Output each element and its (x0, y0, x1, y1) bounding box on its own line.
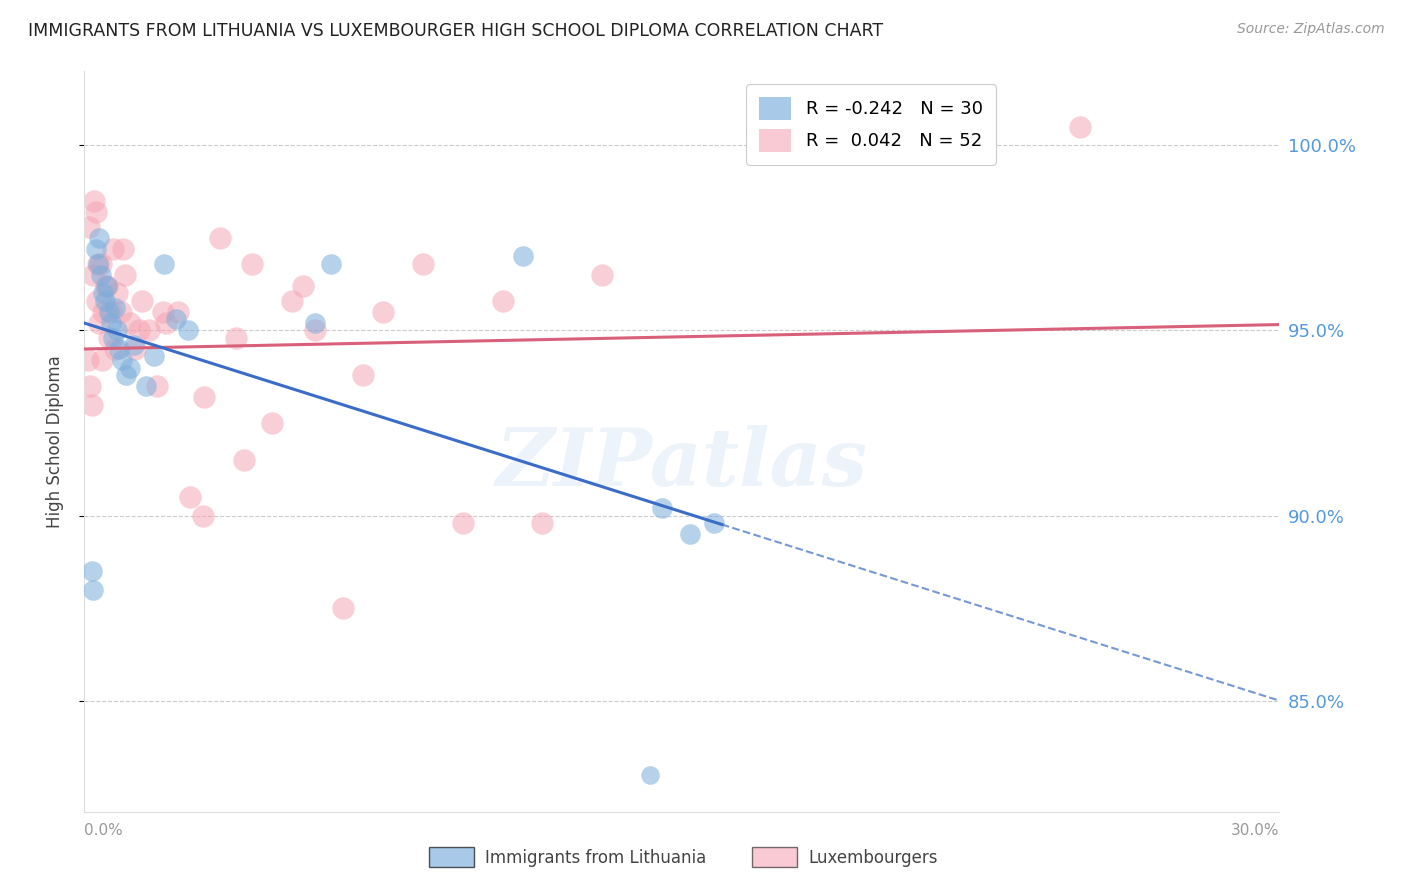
Point (1069, 120, 1091, 134)
Point (120, 316, 142, 330)
Point (105, 286, 128, 301)
Point (124, 342, 146, 356)
Point (110, 305, 132, 319)
Point (412, 257, 434, 271)
Point (638, 768, 661, 782)
Point (352, 368, 374, 382)
Text: Immigrants from Lithuania: Immigrants from Lithuania (485, 849, 706, 867)
Point (89, 316, 111, 330)
Point (321, 257, 343, 271)
Point (240, 257, 263, 271)
Point (93, 305, 115, 319)
Point (86, 293, 108, 308)
Point (82, 268, 104, 282)
Point (80, 398, 103, 412)
Point (111, 353, 134, 368)
Point (703, 516, 725, 530)
Point (591, 268, 613, 282)
Point (84, 242, 107, 256)
Point (77, 219, 100, 234)
Point (155, 316, 177, 330)
Point (94, 293, 117, 308)
Point (104, 301, 127, 316)
Text: Luxembourgers: Luxembourgers (808, 849, 938, 867)
Point (91, 353, 114, 368)
Point (87, 257, 110, 271)
Point (96, 279, 118, 293)
Point (167, 305, 190, 319)
Point (191, 508, 214, 523)
Point (82, 582, 104, 597)
Point (115, 368, 138, 382)
Point (90, 257, 112, 271)
Legend: R = -0.242   N = 30, R =  0.042   N = 52: R = -0.242 N = 30, R = 0.042 N = 52 (747, 84, 995, 165)
Point (131, 293, 153, 308)
Point (143, 350, 166, 364)
Point (93, 286, 115, 301)
Point (153, 257, 176, 271)
Point (105, 324, 128, 338)
Point (531, 516, 554, 530)
Point (98, 331, 121, 345)
Point (100, 305, 122, 319)
Point (373, 305, 395, 319)
Point (280, 293, 302, 308)
Point (492, 293, 515, 308)
Point (79, 379, 101, 393)
Point (76, 353, 98, 368)
Point (89, 231, 111, 245)
Y-axis label: High School Diploma: High School Diploma (45, 355, 63, 528)
Point (100, 316, 122, 330)
Point (108, 342, 131, 356)
Point (165, 312, 187, 326)
Point (152, 305, 174, 319)
Point (90, 268, 112, 282)
Point (80, 564, 103, 578)
Point (84, 205, 107, 219)
Point (651, 501, 673, 516)
Text: 30.0%: 30.0% (1232, 822, 1279, 838)
Point (179, 490, 201, 504)
Point (679, 527, 702, 541)
Point (101, 242, 124, 256)
Text: 0.0%: 0.0% (84, 822, 124, 838)
Point (451, 516, 474, 530)
Point (304, 316, 326, 330)
Point (128, 324, 150, 338)
Point (232, 453, 254, 467)
Point (96, 279, 118, 293)
Point (83, 194, 105, 208)
Point (193, 390, 215, 404)
Point (292, 279, 315, 293)
Point (512, 250, 534, 264)
Text: IMMIGRANTS FROM LITHUANIA VS LUXEMBOURGER HIGH SCHOOL DIPLOMA CORRELATION CHART: IMMIGRANTS FROM LITHUANIA VS LUXEMBOURGE… (28, 22, 883, 40)
Point (146, 379, 169, 393)
Point (104, 342, 127, 356)
Point (114, 268, 136, 282)
Point (208, 231, 231, 245)
Point (101, 331, 124, 345)
Point (120, 360, 142, 375)
Point (87, 257, 110, 271)
Point (138, 324, 160, 338)
Point (96, 279, 118, 293)
Point (177, 324, 200, 338)
Text: ZIPatlas: ZIPatlas (496, 425, 868, 502)
Point (225, 331, 247, 345)
Point (98, 305, 121, 319)
Point (304, 324, 326, 338)
Point (122, 338, 145, 352)
Point (260, 416, 283, 430)
Point (135, 379, 157, 393)
Point (112, 242, 135, 256)
Point (332, 601, 354, 615)
Text: Source: ZipAtlas.com: Source: ZipAtlas.com (1237, 22, 1385, 37)
